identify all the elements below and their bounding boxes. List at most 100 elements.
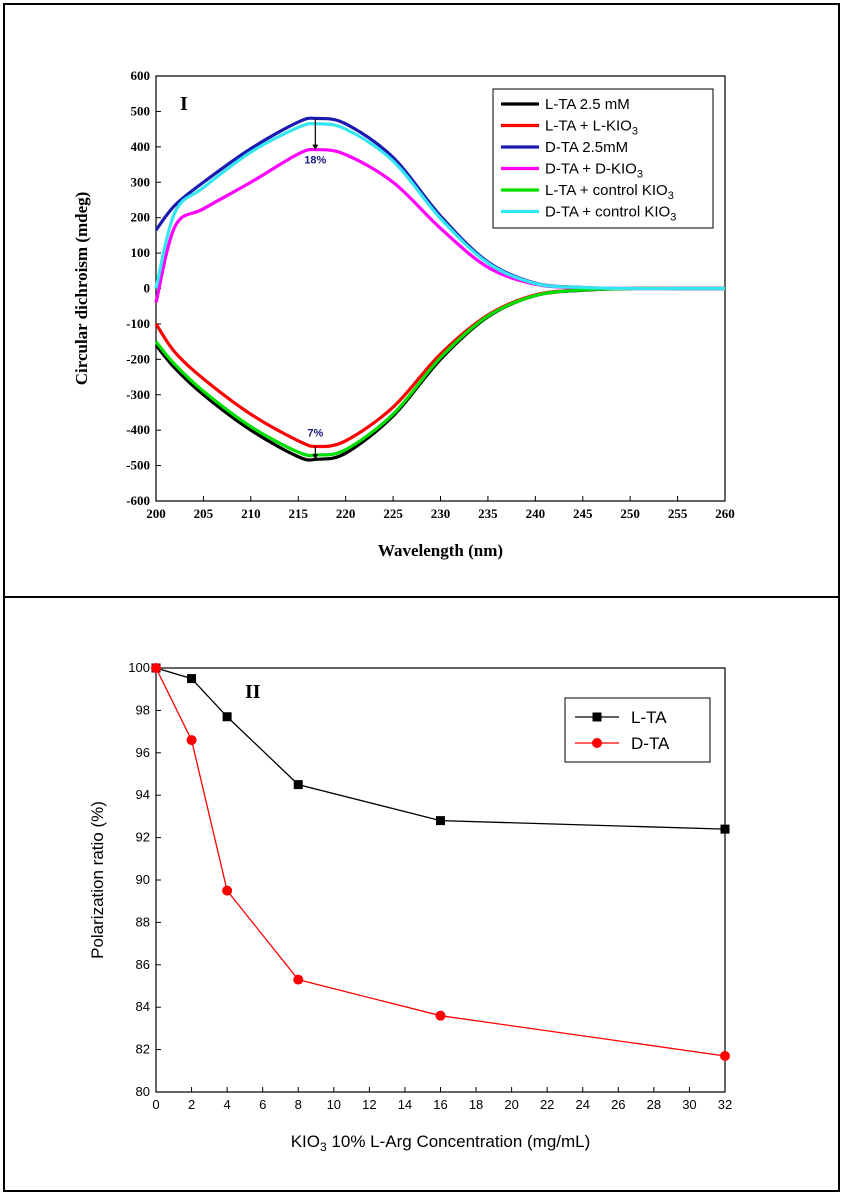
x-axis-title-part: 3 [320,1140,327,1154]
y-axis-title: Polarization ratio (%) [88,801,107,959]
legend-entry-subscript: 3 [632,126,638,138]
annotation-label: 7% [307,427,323,439]
legend-entry: D-TA [631,734,670,753]
x-tick-label: 215 [289,506,309,521]
x-tick-label: 230 [431,506,451,521]
y-tick-label: 300 [131,174,151,189]
legend-entry: D-TA + D-KIO3 [545,161,643,181]
y-tick-label: 96 [136,745,150,760]
x-tick-label: 260 [715,506,735,521]
cd-spectrum-chart: 200 205 210 215 220 225 230 235 240 245 250 255 260 -… [72,68,735,560]
x-tick-label: 22 [540,1097,554,1112]
legend-entry: L-TA [631,708,667,727]
y-tick-label: 100 [131,245,151,260]
x-tick-label: 250 [620,506,640,521]
x-tick-label: 245 [573,506,593,521]
x-tick-label: 16 [433,1097,447,1112]
legend-entry-text: D-TA 2.5mM [545,139,628,156]
data-point-1 [293,974,304,985]
y-tick-label: -600 [126,493,150,508]
legend-box [492,88,714,229]
legend-entry-text: D-TA + D-KIO [545,161,637,178]
y-tick-label: -300 [126,387,150,402]
y-tick-label: 500 [131,103,151,118]
legend-entry-text: D-TA + control KIO [545,204,670,221]
x-tick-label: 210 [241,506,261,521]
data-point-1 [186,735,197,746]
x-tick-label: 30 [682,1097,696,1112]
x-tick-label: 24 [576,1097,590,1112]
y-tick-label: 86 [136,957,150,972]
x-tick-label: 220 [336,506,356,521]
series-line-0 [155,667,726,830]
y-tick-label: 88 [136,914,150,929]
legend-entry: L-TA + L-KIO3 [545,118,638,138]
y-tick-label: 92 [136,830,150,845]
y-tick-label: 0 [144,281,151,296]
y-tick-label: 400 [131,139,151,154]
x-tick-label: 8 [295,1097,302,1112]
x-tick-label: 28 [647,1097,661,1112]
y-tick-label: 82 [136,1042,150,1057]
x-axis-title: Wavelength (nm) [378,541,503,560]
data-point-0 [222,712,232,722]
series-line-4 [154,286,725,458]
legend-marker [592,712,602,722]
legend-entry-subscript: 3 [668,190,674,202]
x-tick-label: 225 [383,506,403,521]
legend-entry: L-TA + control KIO3 [545,182,674,202]
x-axis-title: KIO3 10% L-Arg Concentration (mg/mL) [291,1132,591,1154]
y-tick-label: -200 [126,351,150,366]
x-tick-label: 20 [504,1097,518,1112]
x-tick-label: 200 [146,506,166,521]
series-line-0 [154,286,725,462]
data-point-0 [293,780,303,790]
legend-entry-subscript: 3 [670,212,676,224]
x-tick-label: 235 [478,506,498,521]
cd-spectrum-panel: 200 205 210 215 220 225 230 235 240 245 250 255 260 -… [3,3,840,598]
legend-entry-text: L-TA 2.5 mM [545,96,630,113]
x-tick-label: 12 [362,1097,376,1112]
data-point-1 [151,663,161,673]
panel-label: II [245,681,261,703]
x-tick-label: 10 [327,1097,341,1112]
legend-box [564,697,711,763]
legend-entry-text: L-TA + control KIO [545,182,668,199]
legend-entry: D-TA 2.5mM [545,139,628,156]
y-tick-label: 94 [136,787,150,802]
data-point-1 [720,1050,730,1061]
legend-entry: D-TA + control KIO3 [545,204,676,224]
x-tick-label: 14 [398,1097,412,1112]
data-point-0 [720,824,730,834]
x-tick-label: 6 [259,1097,266,1112]
y-tick-label: -500 [126,458,150,473]
data-point-0 [187,674,197,684]
x-tick-label: 2 [188,1097,195,1112]
legend-entry-text: L-TA + L-KIO [545,118,632,135]
y-tick-label: 80 [136,1084,150,1099]
panel-label: I [180,93,188,115]
data-point-1 [222,885,233,896]
x-axis-title-part: KIO [291,1132,320,1151]
x-tick-label: 205 [194,506,214,521]
y-tick-label: 600 [131,68,151,83]
x-tick-label: 255 [668,506,688,521]
x-axis-title-part: 10% L-Arg Concentration (mg/mL) [327,1132,591,1151]
legend-entry-subscript: 3 [637,169,643,181]
y-tick-label: 200 [131,210,151,225]
y-tick-label: 100 [128,660,150,675]
y-tick-label: 90 [136,872,150,887]
annotation-arrowhead [312,144,319,150]
y-tick-label: 84 [136,999,150,1014]
x-tick-label: 18 [469,1097,483,1112]
series-line-1 [155,667,726,1057]
annotation-arrowhead [312,454,319,460]
x-tick-label: 4 [224,1097,231,1112]
y-tick-label: -100 [126,316,150,331]
series-line-5 [154,121,725,291]
x-tick-label: 240 [526,506,546,521]
legend-entry: L-TA 2.5 mM [545,96,630,113]
annotation-label: 18% [304,155,326,167]
polarization-ratio-chart: 0 2 4 6 8 10 12 14 16 18 20 22 24 26 28 30 3280828486889… [88,660,732,1154]
y-tick-label: 98 [136,702,150,717]
